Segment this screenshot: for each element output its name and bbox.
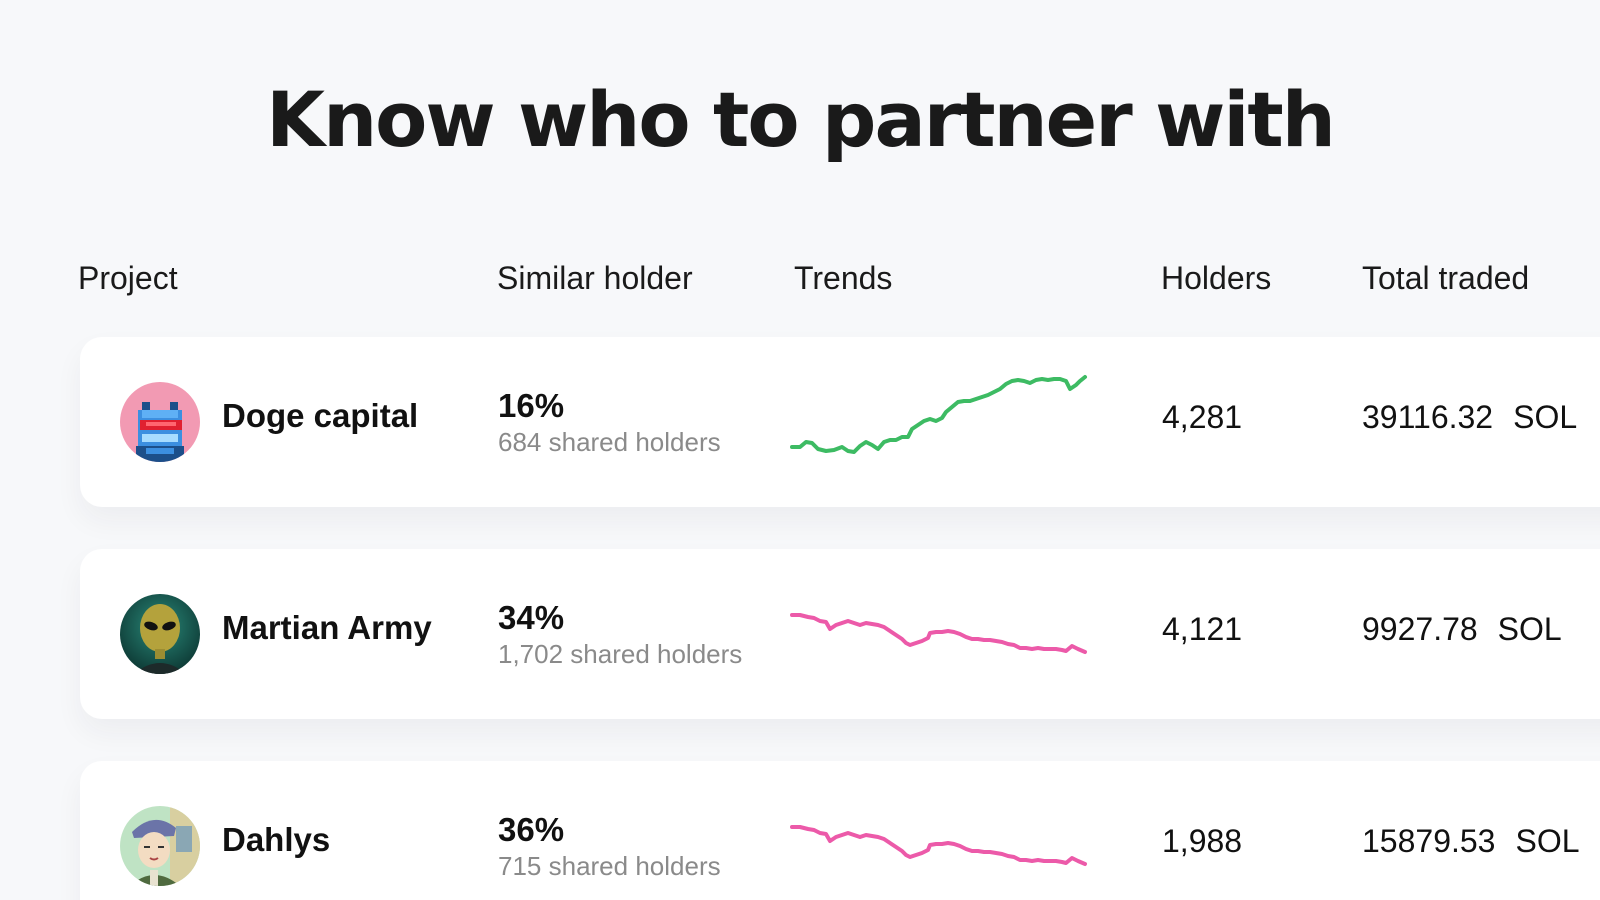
total-traded: 39116.32 SOL bbox=[1362, 401, 1577, 433]
shared-holders-count: 684 shared holders bbox=[498, 427, 721, 457]
trend-line-up bbox=[790, 375, 1087, 454]
column-header-project: Project bbox=[78, 260, 178, 296]
project-row-martian-army[interactable]: Martian Army 34% 1,702 shared holders 4,… bbox=[80, 549, 1600, 719]
total-traded-unit: SOL bbox=[1515, 823, 1580, 859]
martian-army-avatar-icon bbox=[120, 594, 200, 674]
trend-sparkline bbox=[790, 367, 1090, 482]
project-name: Martian Army bbox=[222, 609, 432, 646]
holders-count: 1,988 bbox=[1162, 823, 1243, 859]
similar-holder-percent: 34% bbox=[498, 599, 565, 636]
trend-sparkline bbox=[790, 791, 1090, 900]
shared-holders-count: 1,702 shared holders bbox=[498, 639, 743, 669]
holders-count: 4,281 bbox=[1162, 399, 1243, 435]
similar-holder-percent: 16% bbox=[498, 387, 565, 424]
total-traded-value: 15879.53 bbox=[1362, 823, 1496, 859]
trend-line-down bbox=[790, 825, 1087, 866]
holders-count: 4,121 bbox=[1162, 611, 1243, 647]
column-header-total-traded: Total traded bbox=[1362, 260, 1530, 296]
column-header-trends: Trends bbox=[794, 260, 893, 296]
total-traded-unit: SOL bbox=[1497, 611, 1562, 647]
column-header-similar-holder: Similar holder bbox=[497, 260, 693, 296]
page-title: Know who to partner with bbox=[266, 75, 1336, 164]
trend-line-down bbox=[790, 613, 1087, 654]
total-traded: 15879.53 SOL bbox=[1362, 825, 1580, 857]
project-name: Doge capital bbox=[222, 397, 419, 434]
column-header-holders: Holders bbox=[1161, 260, 1272, 296]
project-row-doge-capital[interactable]: Doge capital 16% 684 shared holders 4,28… bbox=[80, 337, 1600, 507]
dahlys-avatar-icon bbox=[120, 806, 200, 886]
total-traded-value: 9927.78 bbox=[1362, 611, 1478, 647]
project-name: Dahlys bbox=[222, 821, 331, 858]
total-traded-unit: SOL bbox=[1513, 399, 1578, 435]
project-row-dahlys[interactable]: Dahlys 36% 715 shared holders 1,988 1587… bbox=[80, 761, 1600, 900]
trend-sparkline bbox=[790, 579, 1090, 694]
doge-capital-avatar-icon bbox=[120, 382, 200, 462]
shared-holders-count: 715 shared holders bbox=[498, 851, 721, 881]
total-traded-value: 39116.32 bbox=[1362, 399, 1494, 435]
total-traded: 9927.78 SOL bbox=[1362, 613, 1562, 645]
similar-holder-percent: 36% bbox=[498, 811, 565, 848]
